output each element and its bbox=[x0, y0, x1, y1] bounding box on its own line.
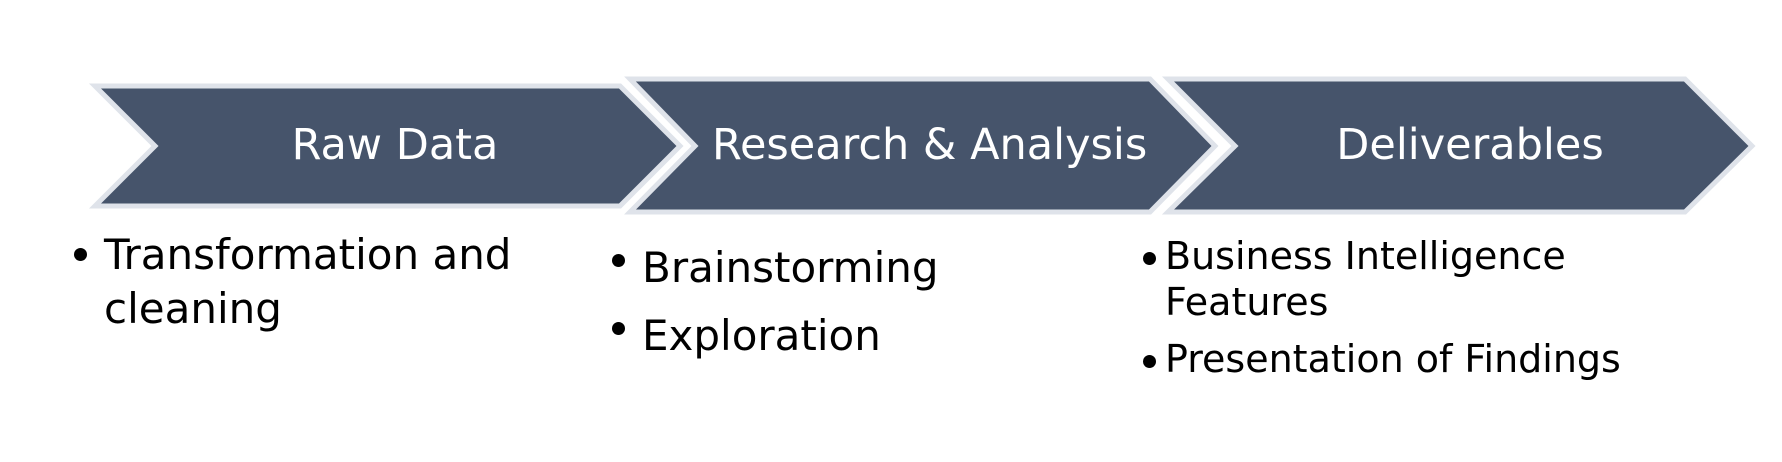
bullet-text: Exploration bbox=[642, 311, 881, 361]
bullet-text: Transformation and cleaning bbox=[104, 230, 512, 333]
bullet-dot-icon bbox=[74, 247, 87, 261]
bullet-dot-icon bbox=[1143, 355, 1156, 369]
step-label-deliverables: Deliverables bbox=[1336, 120, 1604, 170]
deliverables-bullet-list: Business Intelligence Features Presentat… bbox=[1143, 234, 1643, 383]
bullet-item: Presentation of Findings bbox=[1143, 337, 1643, 383]
research-analysis-bullet-list: Brainstorming Exploration bbox=[608, 234, 1068, 370]
bullet-item: Brainstorming bbox=[608, 234, 1068, 302]
bullet-text: Brainstorming bbox=[642, 243, 939, 292]
bullet-item: Business Intelligence Features bbox=[1143, 234, 1643, 325]
bullet-item: Exploration bbox=[608, 302, 1068, 370]
bullet-dot-icon bbox=[612, 321, 625, 335]
bullet-item: Transformation and cleaning bbox=[70, 228, 525, 336]
step-label-raw-data: Raw Data bbox=[291, 120, 499, 170]
bullet-dot-icon bbox=[612, 253, 625, 267]
bullet-text: Presentation of Findings bbox=[1165, 337, 1621, 382]
bullet-text: Business Intelligence Features bbox=[1165, 234, 1566, 324]
bullet-dot-icon bbox=[1143, 251, 1156, 265]
step-label-research-analysis: Research & Analysis bbox=[712, 120, 1148, 170]
raw-data-bullet-list: Transformation and cleaning bbox=[70, 228, 525, 336]
chevron-research-analysis bbox=[624, 76, 1219, 215]
chevron-deliverables bbox=[1161, 76, 1756, 215]
chevron-raw-data bbox=[88, 83, 684, 209]
